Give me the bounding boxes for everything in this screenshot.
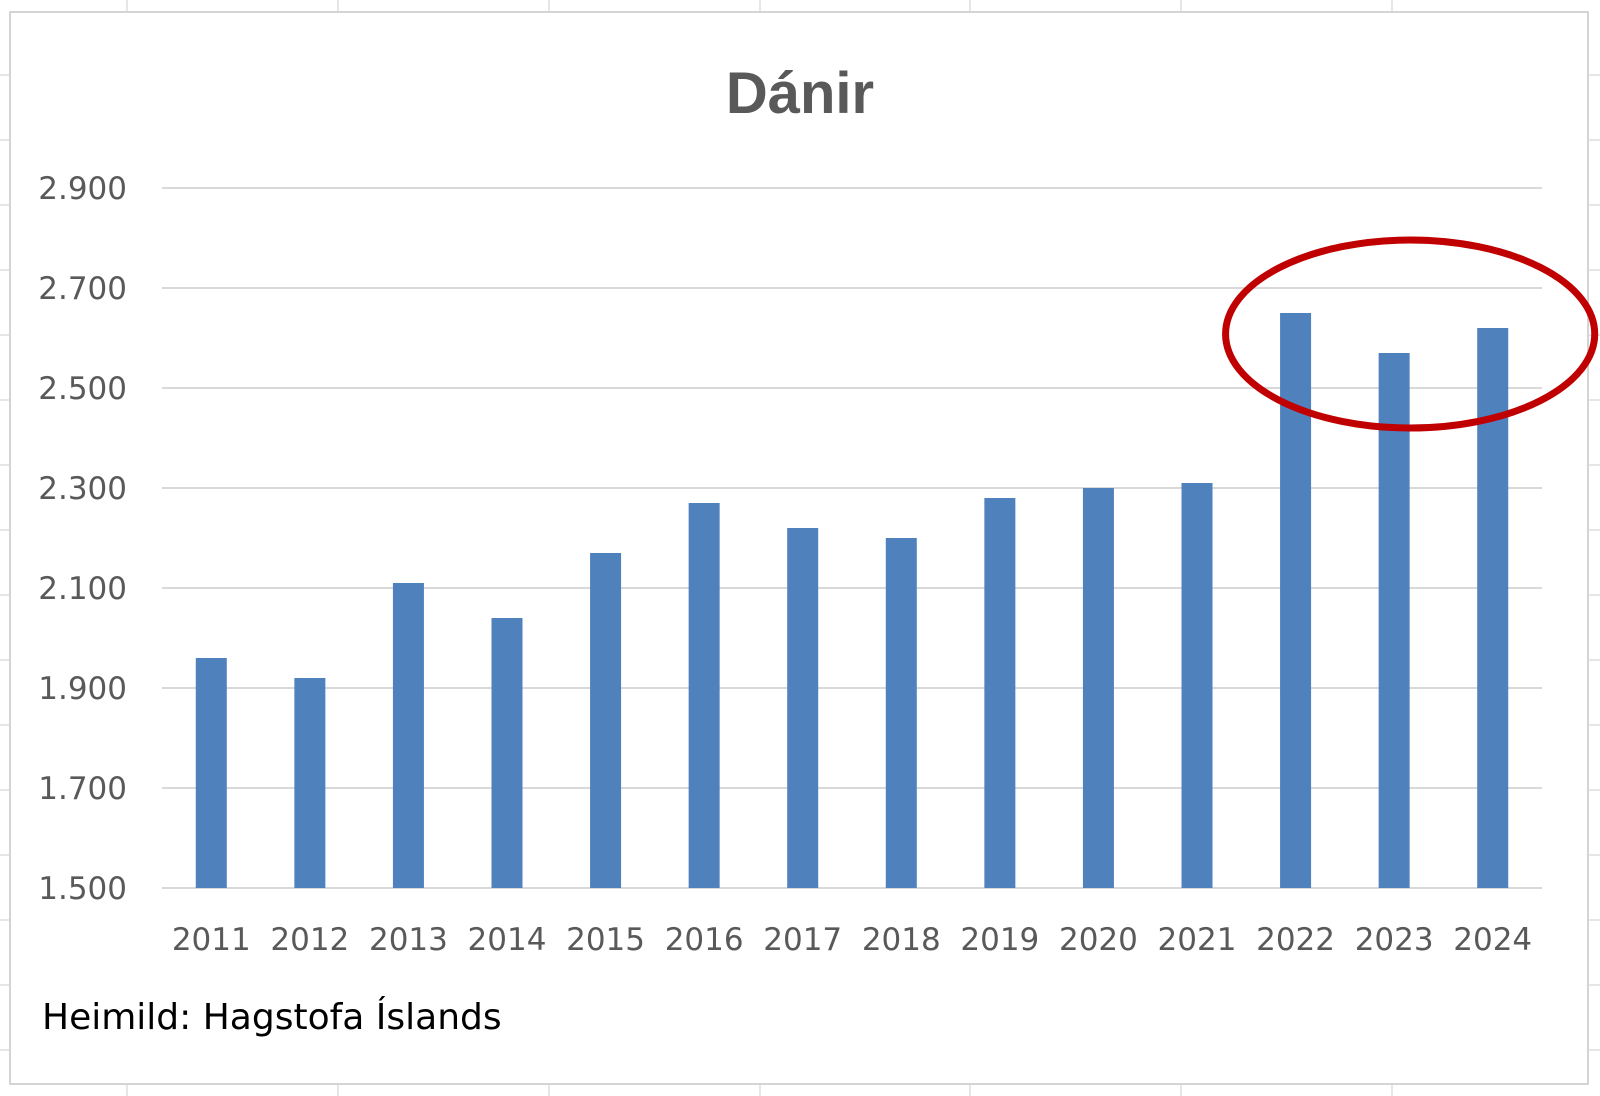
bar-2023 xyxy=(1378,353,1410,888)
source-note: Heimild: Hagstofa Íslands xyxy=(42,996,502,1038)
x-tick-label: 2018 xyxy=(862,922,941,958)
x-tick-label: 2017 xyxy=(763,922,842,958)
bar-2016 xyxy=(688,503,720,888)
bar-2013 xyxy=(392,583,424,888)
y-tick-label: 2.900 xyxy=(38,171,127,207)
y-tick-label: 2.500 xyxy=(38,371,127,407)
x-tick-label: 2012 xyxy=(270,922,349,958)
bar-2021 xyxy=(1181,483,1213,888)
highlight-ellipse xyxy=(1222,236,1599,432)
bar-2020 xyxy=(1082,488,1114,888)
bar-2019 xyxy=(984,498,1016,888)
y-tick-label: 1.500 xyxy=(38,871,127,907)
x-tick-label: 2015 xyxy=(566,922,645,958)
gridlines xyxy=(162,187,1542,889)
bars xyxy=(195,313,1509,888)
bar-2014 xyxy=(491,618,523,888)
chart-title: Dánir xyxy=(726,61,874,126)
x-tick-label: 2023 xyxy=(1355,922,1434,958)
x-tick-label: 2014 xyxy=(468,922,547,958)
x-tick-label: 2013 xyxy=(369,922,448,958)
x-tick-label: 2024 xyxy=(1453,922,1532,958)
bar-2011 xyxy=(195,658,227,888)
bar-2012 xyxy=(294,678,326,888)
x-tick-label: 2019 xyxy=(960,922,1039,958)
y-axis-tick-labels: 1.500 1.700 1.900 2.100 2.300 2.500 2.700 2.900 xyxy=(38,171,127,907)
x-tick-label: 2022 xyxy=(1256,922,1335,958)
x-tick-label: 2020 xyxy=(1059,922,1138,958)
x-tick-label: 2016 xyxy=(665,922,744,958)
y-tick-label: 2.100 xyxy=(38,571,127,607)
x-tick-label: 2021 xyxy=(1158,922,1237,958)
bar-2018 xyxy=(885,538,917,888)
bar-2017 xyxy=(787,528,819,888)
x-axis-tick-labels: 2011 2012 2013 2014 2015 2016 2017 2018 2019 2020… xyxy=(172,922,1532,958)
y-tick-label: 1.700 xyxy=(38,771,127,807)
y-tick-label: 1.900 xyxy=(38,671,127,707)
bar-2015 xyxy=(590,553,622,888)
x-tick-label: 2011 xyxy=(172,922,251,958)
y-tick-label: 2.700 xyxy=(38,271,127,307)
y-tick-label: 2.300 xyxy=(38,471,127,507)
